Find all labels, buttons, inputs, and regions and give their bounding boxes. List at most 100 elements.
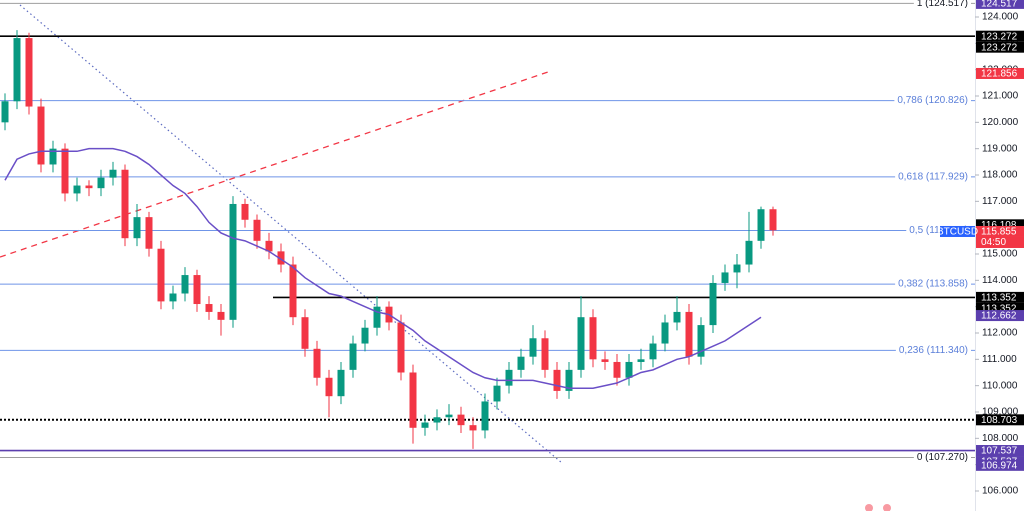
- trend-line: [19, 4, 563, 464]
- candle-body: [397, 322, 405, 373]
- candle-body: [13, 38, 21, 102]
- price-tag-label: 115.855: [981, 227, 1017, 238]
- candle-body: [241, 203, 249, 220]
- candle-body: [469, 425, 477, 431]
- price-tag: [976, 67, 1024, 79]
- candle-body: [421, 422, 429, 428]
- y-tick-label: 121.000: [982, 91, 1019, 102]
- price-tag: [976, 445, 1024, 457]
- price-tag-label: 108.703: [981, 415, 1018, 426]
- candle-body: [277, 251, 285, 265]
- candle-body: [85, 185, 93, 189]
- price-tag-label: 107.537: [981, 446, 1018, 457]
- fib-label: 0,382 (113.858): [898, 279, 968, 290]
- y-tick-label: 114.000: [982, 275, 1018, 286]
- candle-body: [205, 304, 213, 312]
- y-tick-label: 119.000: [982, 143, 1018, 154]
- candle-body: [745, 240, 753, 265]
- candle-body: [481, 401, 489, 431]
- candle-body: [757, 209, 765, 241]
- candle-body: [265, 240, 273, 252]
- y-tick-label: 111.000: [982, 354, 1017, 365]
- price-tag: [976, 0, 1024, 9]
- candle-body: [721, 272, 729, 283]
- candle-body: [709, 282, 717, 326]
- y-tick-label: 115.000: [982, 249, 1018, 260]
- y-tick-label: 112.000: [982, 328, 1018, 339]
- candle-body: [73, 185, 81, 194]
- y-tick-label: 124.000: [982, 12, 1019, 23]
- fib-label: 0,236 (111.340): [899, 345, 968, 356]
- price-tag-label: 121.856: [981, 69, 1018, 80]
- candle-body: [685, 311, 693, 357]
- candle-body: [733, 264, 741, 273]
- price-tag: [976, 291, 1024, 303]
- candle-body: [649, 343, 657, 360]
- candle-body: [169, 293, 177, 302]
- icon: [865, 504, 873, 511]
- price-tag-label: 106.974: [981, 460, 1018, 471]
- candle-body: [445, 414, 453, 418]
- price-tag: [976, 310, 1024, 322]
- price-tag-label: 113.352: [981, 304, 1017, 315]
- candle-body: [313, 348, 321, 378]
- candle-body: [229, 203, 237, 320]
- candle-body: [49, 148, 57, 165]
- symbol-label: BTCUSD: [937, 227, 978, 238]
- fib-label: 0 (107.270): [917, 452, 968, 463]
- candle-body: [589, 317, 597, 360]
- candle-body: [577, 317, 585, 370]
- candle-body: [541, 338, 549, 370]
- label-background: [895, 278, 971, 290]
- label-background: [895, 171, 971, 183]
- fib-label: 0,5 (115.894): [909, 225, 968, 236]
- price-tag: [976, 459, 1024, 471]
- candle-body: [493, 385, 501, 402]
- candle-body: [361, 327, 369, 344]
- candle-body: [529, 338, 537, 357]
- trend-line: [0, 71, 549, 258]
- candle-body: [133, 217, 141, 239]
- candle-body: [217, 311, 225, 320]
- candle-body: [1, 101, 9, 123]
- candle-body: [157, 248, 165, 302]
- candle-body: [37, 106, 45, 165]
- label-background: [894, 95, 971, 107]
- candle-body: [457, 414, 465, 426]
- candle-body: [505, 369, 513, 386]
- moving-average: [4, 147, 762, 390]
- label-background: [895, 345, 971, 357]
- price-tag: [976, 41, 1024, 53]
- price-tag-label: 124.517: [981, 0, 1018, 10]
- y-tick-label: 110.000: [982, 380, 1018, 391]
- fib-label: 0,618 (117.929): [898, 172, 968, 183]
- countdown-tag: [976, 236, 1024, 248]
- candle-body: [601, 359, 609, 362]
- candle-body: [661, 322, 669, 344]
- price-axis: 124.000123.000122.000121.000120.000119.0…: [937, 0, 1024, 497]
- plot: [0, 30, 975, 452]
- candle-body: [673, 311, 681, 323]
- label-background: [913, 0, 971, 10]
- price-tag-label: 113.352: [981, 293, 1017, 304]
- y-tick-label: 108.000: [982, 433, 1019, 444]
- candle-body: [433, 417, 441, 423]
- price-tag-label: 116.108: [981, 220, 1017, 231]
- candle-body: [109, 169, 117, 178]
- candle-body: [637, 359, 645, 362]
- candle-body: [301, 317, 309, 349]
- candle-body: [553, 369, 561, 391]
- candle-body: [349, 343, 357, 370]
- icon: [883, 504, 891, 511]
- symbol-tag: [940, 225, 975, 237]
- price-tag: [976, 302, 1024, 314]
- price-tag-label: 123.272: [981, 42, 1018, 53]
- y-tick-label: 106.000: [982, 486, 1019, 497]
- candle-body: [565, 369, 573, 391]
- candle-body: [625, 361, 633, 378]
- price-tag-label: 123.272: [981, 31, 1018, 42]
- candle-body: [409, 372, 417, 428]
- candle-body: [97, 177, 105, 189]
